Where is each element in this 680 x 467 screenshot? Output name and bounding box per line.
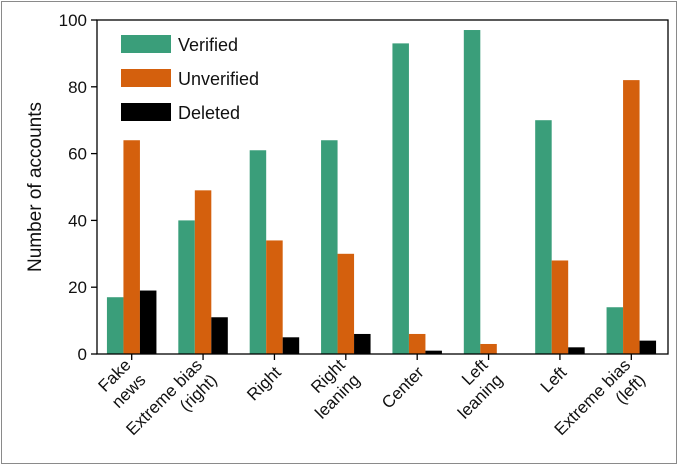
bars [106, 30, 657, 355]
bar-deleted [211, 317, 228, 354]
bar-unverified [337, 253, 355, 354]
bar-verified [321, 140, 338, 354]
bar-deleted [282, 337, 300, 354]
bar-unverified [623, 80, 640, 355]
y-tick-label: 60 [68, 145, 87, 164]
x-tick-label: Center [378, 363, 428, 413]
bar-verified [106, 297, 124, 354]
bar-deleted [568, 347, 585, 354]
bar-deleted [639, 340, 657, 354]
y-tick-label: 80 [68, 78, 87, 97]
bar-verified [392, 43, 409, 354]
legend-label-deleted: Deleted [178, 103, 240, 123]
x-tick-label-line: Left [537, 363, 571, 397]
bar-unverified [266, 240, 283, 354]
bar-verified [178, 220, 195, 354]
x-tick-label-line: Center [378, 363, 428, 413]
bar-verified [249, 150, 267, 354]
bar-unverified [551, 260, 569, 354]
legend-label-unverified: Unverified [178, 69, 259, 89]
bar-verified [535, 120, 552, 354]
bar-deleted [425, 350, 442, 354]
plot-border [96, 19, 669, 355]
bar-deleted [354, 333, 371, 354]
x-tick-label: Extreme bias(right) [122, 356, 220, 440]
bar-unverified [480, 343, 497, 354]
legend-swatch-unverified [121, 69, 171, 87]
bar-unverified [123, 140, 140, 354]
legend: Verified Unverified Deleted [121, 35, 259, 123]
y-axis: 0 20 40 60 80 100 [59, 11, 97, 364]
y-axis-label: Number of accounts [25, 102, 46, 272]
y-tick-label: 20 [68, 278, 87, 297]
y-tick-label: 40 [68, 211, 87, 230]
legend-label-verified: Verified [178, 35, 238, 55]
bar-verified [606, 307, 624, 354]
x-tick-label: Extreme bias(left) [551, 356, 649, 440]
y-tick-label: 0 [78, 345, 87, 364]
x-tick-label: Left [537, 363, 571, 397]
bar-unverified [408, 333, 426, 354]
bar-unverified [194, 190, 212, 354]
bar-verified [463, 30, 481, 355]
y-tick-label: 100 [59, 11, 87, 30]
legend-swatch-deleted [121, 103, 171, 121]
legend-swatch-verified [121, 35, 171, 53]
bar-deleted [139, 290, 157, 354]
x-tick-label-line: Right [243, 363, 285, 405]
x-tick-label: Right [243, 363, 285, 405]
